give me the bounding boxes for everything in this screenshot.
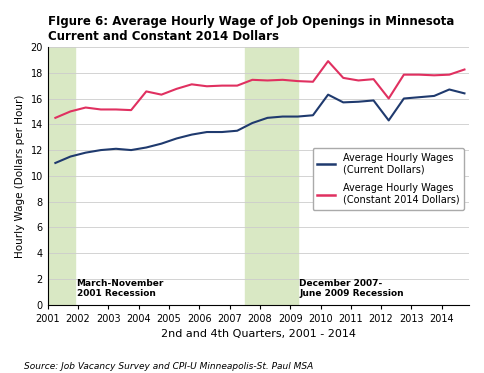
Bar <box>245 47 298 305</box>
Bar <box>48 47 75 305</box>
Text: December 2007-
June 2009 Recession: December 2007- June 2009 Recession <box>299 279 404 298</box>
Text: Source: Job Vacancy Survey and CPI-U Minneapolis-St. Paul MSA: Source: Job Vacancy Survey and CPI-U Min… <box>24 362 314 371</box>
Legend: Average Hourly Wages
(Current Dollars), Average Hourly Wages
(Constant 2014 Doll: Average Hourly Wages (Current Dollars), … <box>313 148 464 210</box>
X-axis label: 2nd and 4th Quarters, 2001 - 2014: 2nd and 4th Quarters, 2001 - 2014 <box>161 329 356 339</box>
Text: FIgure 6: Average Hourly Wage of Job Openings in Minnesota
Current and Constant : FIgure 6: Average Hourly Wage of Job Ope… <box>48 15 454 43</box>
Y-axis label: Hourly Wage (Dollars per Hour): Hourly Wage (Dollars per Hour) <box>15 94 25 257</box>
Text: March-November
2001 Recession: March-November 2001 Recession <box>76 279 164 298</box>
